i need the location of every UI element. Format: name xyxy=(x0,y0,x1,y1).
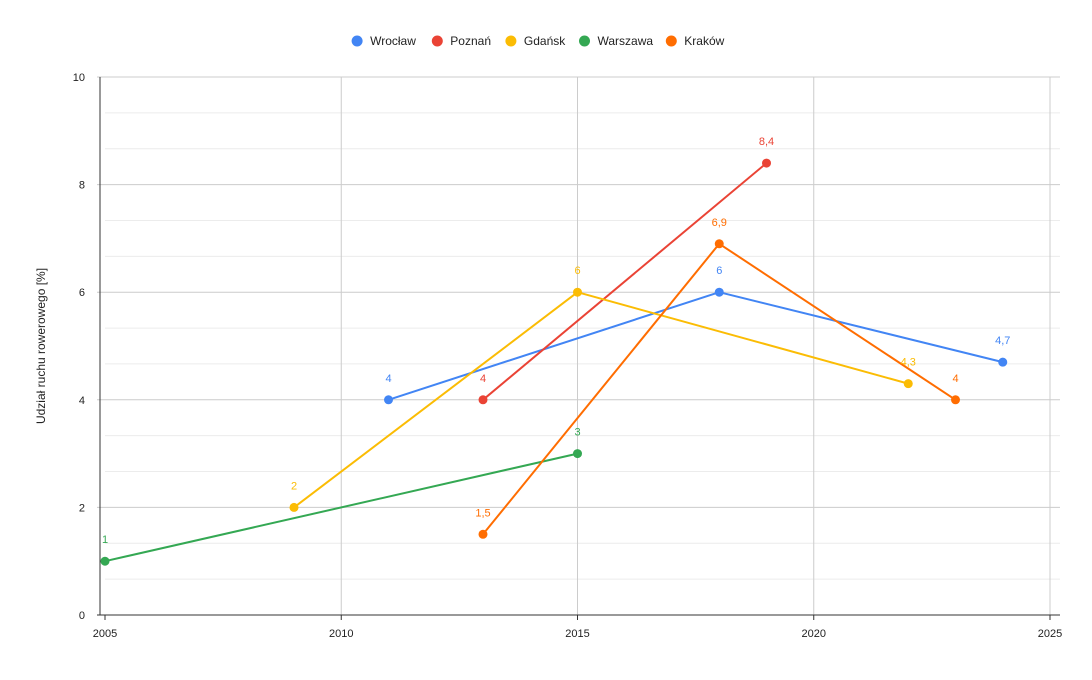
data-label: 3 xyxy=(574,427,580,439)
legend-label: Warszawa xyxy=(598,34,654,48)
data-label: 4,7 xyxy=(995,335,1010,347)
data-label: 8,4 xyxy=(759,136,774,148)
axes: 0 2 4 6 8 10 2005 2010 2015 2020 2025 xyxy=(73,72,1062,640)
y-tick-label: 0 xyxy=(79,610,85,622)
data-point xyxy=(714,239,724,249)
data-point xyxy=(289,502,299,512)
data-label: 2 xyxy=(291,480,297,492)
x-tick-label: 2020 xyxy=(802,628,826,640)
data-label: 6,9 xyxy=(712,217,727,229)
legend-marker xyxy=(431,35,443,47)
legend-label: Kraków xyxy=(684,34,724,48)
data-point xyxy=(384,395,393,405)
data-label: 4 xyxy=(480,373,486,385)
grid xyxy=(97,76,1060,616)
data-point xyxy=(903,379,913,389)
y-tick-label: 6 xyxy=(79,287,85,299)
data-point xyxy=(951,395,960,405)
data-point xyxy=(573,287,582,297)
data-label: 6 xyxy=(716,265,722,277)
data-label: 1 xyxy=(102,534,108,546)
y-tick-label: 2 xyxy=(79,502,85,514)
legend-label: Poznań xyxy=(450,34,491,48)
legend-marker xyxy=(579,35,590,47)
data-point xyxy=(762,158,771,168)
x-tick-label: 2010 xyxy=(329,628,353,640)
legend-marker xyxy=(665,35,677,47)
y-tick-label: 4 xyxy=(79,395,85,407)
data-labels: 4 6 4,7 4 8,4 2 6 4,3 1 3 1,5 6,9 4 xyxy=(102,136,1010,546)
data-label: 6 xyxy=(574,265,580,277)
legend: Wrocław Poznań Gdańsk Warszawa Kraków xyxy=(351,34,725,48)
data-point xyxy=(100,556,110,566)
data-point xyxy=(573,449,582,459)
y-axis-title: Udział ruchu rowerowego [%] xyxy=(34,268,48,424)
y-tick-label: 8 xyxy=(79,180,85,192)
legend-marker xyxy=(351,35,363,47)
data-point xyxy=(478,529,488,539)
data-label: 4,3 xyxy=(901,357,916,369)
series-layer xyxy=(100,158,1008,566)
legend-label: Wrocław xyxy=(370,34,416,48)
series-line-1 xyxy=(482,162,768,401)
series-line-3 xyxy=(104,452,578,563)
legend-marker xyxy=(505,35,517,47)
data-label: 4 xyxy=(952,373,958,385)
data-point xyxy=(714,287,724,297)
data-point xyxy=(478,395,488,405)
series-line-4 xyxy=(482,242,957,535)
data-label: 4 xyxy=(385,373,391,385)
y-tick-label: 10 xyxy=(73,72,85,84)
data-point xyxy=(998,357,1008,367)
legend-label: Gdańsk xyxy=(524,34,566,48)
x-tick-label: 2025 xyxy=(1038,628,1062,640)
x-tick-label: 2015 xyxy=(565,628,589,640)
x-tick-label: 2005 xyxy=(93,628,117,640)
data-label: 1,5 xyxy=(475,507,490,519)
